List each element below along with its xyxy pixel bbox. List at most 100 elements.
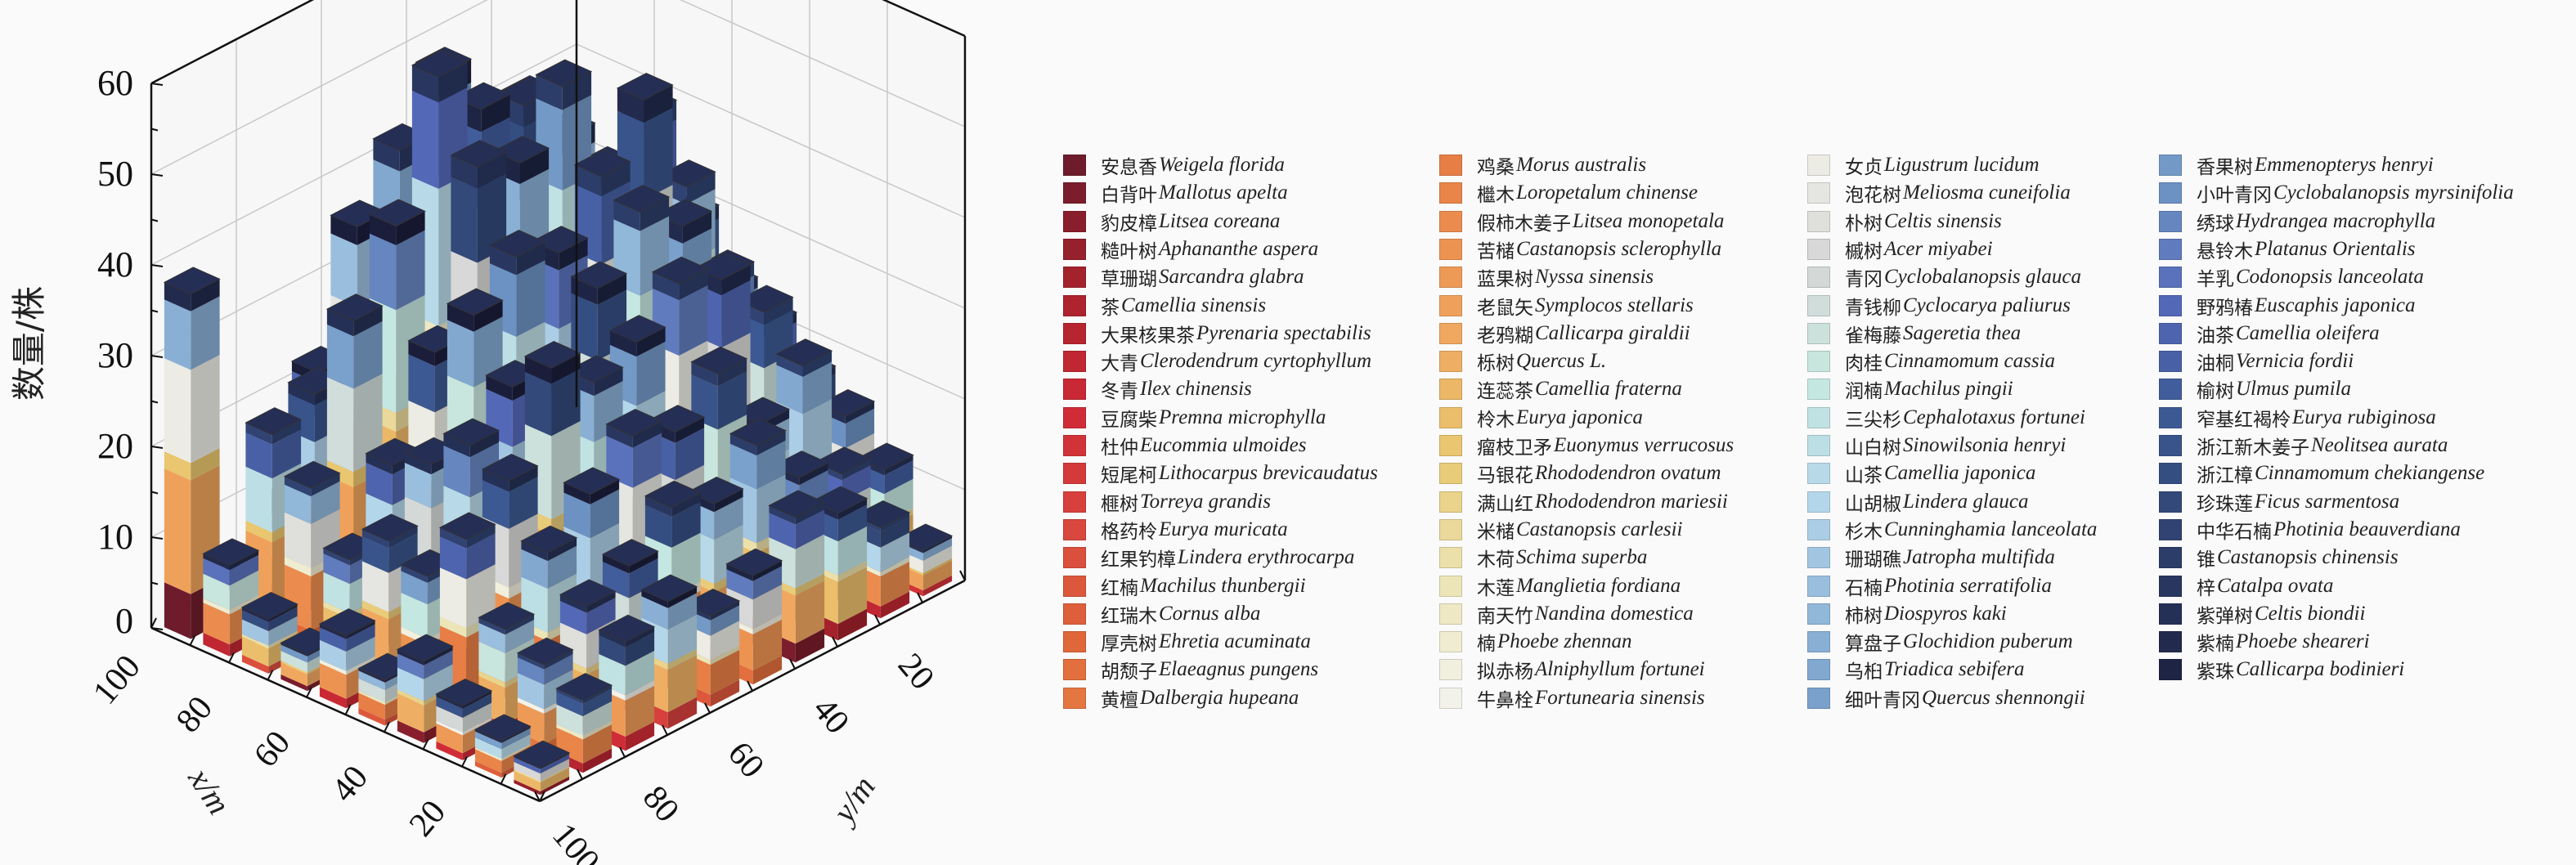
legend-cn-name: 满山红 bbox=[1477, 493, 1533, 515]
legend-item: 豹皮樟 Litsea coreana bbox=[1063, 209, 1280, 235]
bar-segment-right-face bbox=[764, 297, 793, 325]
z-tick-label: 50 bbox=[97, 154, 133, 194]
bar-segment-right-face bbox=[466, 533, 496, 580]
bar-segment-left-face bbox=[319, 659, 347, 675]
legend-cn-name: 珍珠莲 bbox=[2197, 493, 2253, 515]
bar-segment-left-face bbox=[613, 199, 640, 231]
bar-segment-right-face bbox=[922, 558, 953, 576]
bar-top bbox=[478, 602, 536, 630]
y-tick bbox=[789, 658, 796, 670]
bar-segment-right-face bbox=[272, 429, 302, 479]
bar-segment-left-face bbox=[524, 371, 552, 437]
bar-top bbox=[644, 480, 702, 509]
bar-segment-right-face bbox=[717, 358, 747, 387]
bar-top bbox=[473, 714, 532, 742]
bar-segment-right-face bbox=[632, 420, 662, 448]
legend-swatch bbox=[1807, 687, 1830, 709]
z-tick-label: 20 bbox=[97, 426, 133, 466]
bar-segment-left-face bbox=[369, 214, 397, 245]
legend-latin-name: Clerodendrum cyrtophyllum bbox=[1140, 350, 1372, 373]
legend-swatch bbox=[2159, 155, 2182, 176]
bar-segment-left-face bbox=[644, 495, 672, 518]
bar-segment-left-face bbox=[556, 688, 583, 704]
bar-segment-right-face bbox=[845, 408, 875, 449]
legend-item: 蓝果树 Nyssa sinensis bbox=[1439, 265, 1654, 290]
legend-latin-name: Diospyros kaki bbox=[1884, 602, 2007, 625]
legend-item: 山白树 Sinowilsonia henryi bbox=[1807, 433, 2066, 459]
bar-segment-right-face bbox=[582, 724, 613, 764]
bar-top bbox=[690, 346, 748, 374]
legend-latin-name: Camellia sinensis bbox=[1121, 294, 1267, 316]
bar-segment-left-face bbox=[358, 707, 385, 726]
legend-swatch bbox=[1439, 406, 1462, 428]
legend-item: 厚壳树 Ehretia acuminata bbox=[1063, 630, 1311, 655]
legend-swatch bbox=[1439, 518, 1462, 540]
legend-cn-name: 三尖杉 bbox=[1845, 409, 1901, 431]
legend-cn-name: 胡颓子 bbox=[1101, 661, 1157, 683]
legend-cn-name: 窄基红褐柃 bbox=[2197, 409, 2291, 431]
bar-segment-right-face bbox=[346, 621, 375, 639]
bar-top bbox=[245, 407, 303, 436]
bar-segment-left-face bbox=[652, 271, 680, 301]
legend-latin-name: Hydrangea macrophylla bbox=[2236, 209, 2436, 232]
legend-swatch bbox=[1063, 575, 1086, 597]
legend-item: 山胡椒 Lindera glauca bbox=[1807, 490, 2028, 515]
bar-segment-right-face bbox=[795, 509, 825, 549]
legend-cn-name: 羊乳 bbox=[2197, 269, 2234, 291]
bar-segment-left-face bbox=[164, 451, 191, 481]
bar-segment-left-face bbox=[203, 558, 230, 586]
bar-segment-right-face bbox=[346, 636, 375, 671]
bar-segment-left-face bbox=[436, 706, 463, 733]
bar-segment-right-face bbox=[795, 534, 825, 589]
bar-top bbox=[775, 338, 833, 367]
bar-segment-left-face bbox=[729, 443, 757, 490]
legend-cn-name: 泡花树 bbox=[1845, 185, 1901, 207]
legend-item: 柿树 Diospyros kaki bbox=[1807, 602, 2007, 627]
legend-latin-name: Cyclocarya paliurus bbox=[1903, 294, 2071, 316]
legend-item: 白背叶 Mallotus apelta bbox=[1063, 181, 1288, 207]
legend-item: 冬青 Ilex chinensis bbox=[1063, 377, 1252, 402]
bar-segment-left-face bbox=[556, 692, 583, 716]
bar-segment-left-face bbox=[319, 639, 347, 671]
bar-segment-right-face bbox=[346, 624, 375, 652]
legend-swatch bbox=[1807, 491, 1830, 513]
bar-segment-left-face bbox=[443, 445, 470, 498]
bar-segment-right-face bbox=[509, 477, 538, 529]
legend-cn-name: 槭树 bbox=[1845, 240, 1883, 262]
bar-segment-left-face bbox=[358, 690, 385, 705]
bars bbox=[163, 47, 954, 796]
bar-segment-right-face bbox=[667, 648, 698, 670]
legend-item: 润楠 Machilus pingii bbox=[1807, 377, 2013, 403]
legend-item: 连蕊茶 Camellia fraterna bbox=[1439, 377, 1682, 402]
legend-latin-name: Glochidion puberum bbox=[1903, 630, 2073, 653]
bar-top bbox=[411, 49, 469, 78]
bar-segment-left-face bbox=[361, 529, 389, 549]
legend-swatch bbox=[2159, 351, 2182, 373]
legend-cn-name: 润楠 bbox=[1845, 381, 1883, 403]
legend-latin-name: Triadica sebifera bbox=[1884, 658, 2025, 681]
legend-swatch bbox=[1439, 547, 1462, 569]
bar-segment-right-face bbox=[268, 607, 298, 631]
bar-segment-right-face bbox=[625, 632, 655, 666]
bar-segment-left-face bbox=[373, 138, 400, 172]
legend-item: 浙江新木姜子 Neolitsea aurata bbox=[2159, 433, 2448, 459]
bar-segment-right-face bbox=[473, 316, 503, 388]
legend-latin-name: Meliosma cuneifolia bbox=[1903, 182, 2071, 204]
legend-latin-name: Neolitsea aurata bbox=[2311, 434, 2448, 456]
bar-segment-left-face bbox=[361, 561, 389, 612]
bar-segment-right-face bbox=[229, 554, 259, 586]
bar-segment-left-face bbox=[284, 556, 312, 576]
legend-cn-name: 浙江新木姜子 bbox=[2197, 437, 2309, 459]
legend-item: 胡颓子 Elaeagnus pungens bbox=[1063, 657, 1318, 683]
bar-top bbox=[450, 139, 508, 168]
bar-segment-left-face bbox=[606, 436, 633, 488]
legend-item: 槭树 Acer miyabei bbox=[1807, 237, 1993, 262]
bar-segment-left-face bbox=[319, 687, 347, 709]
bar-segment-right-face bbox=[922, 538, 953, 561]
legend-latin-name: Nyssa sinensis bbox=[1535, 266, 1654, 289]
bar-top bbox=[163, 267, 221, 295]
legend-latin-name: Lithocarpus brevicaudatus bbox=[1159, 462, 1378, 485]
bar-top bbox=[768, 490, 826, 518]
legend-item: 泡花树 Meliosma cuneifolia bbox=[1807, 181, 2071, 207]
legend-cn-name: 白背叶 bbox=[1101, 185, 1157, 207]
